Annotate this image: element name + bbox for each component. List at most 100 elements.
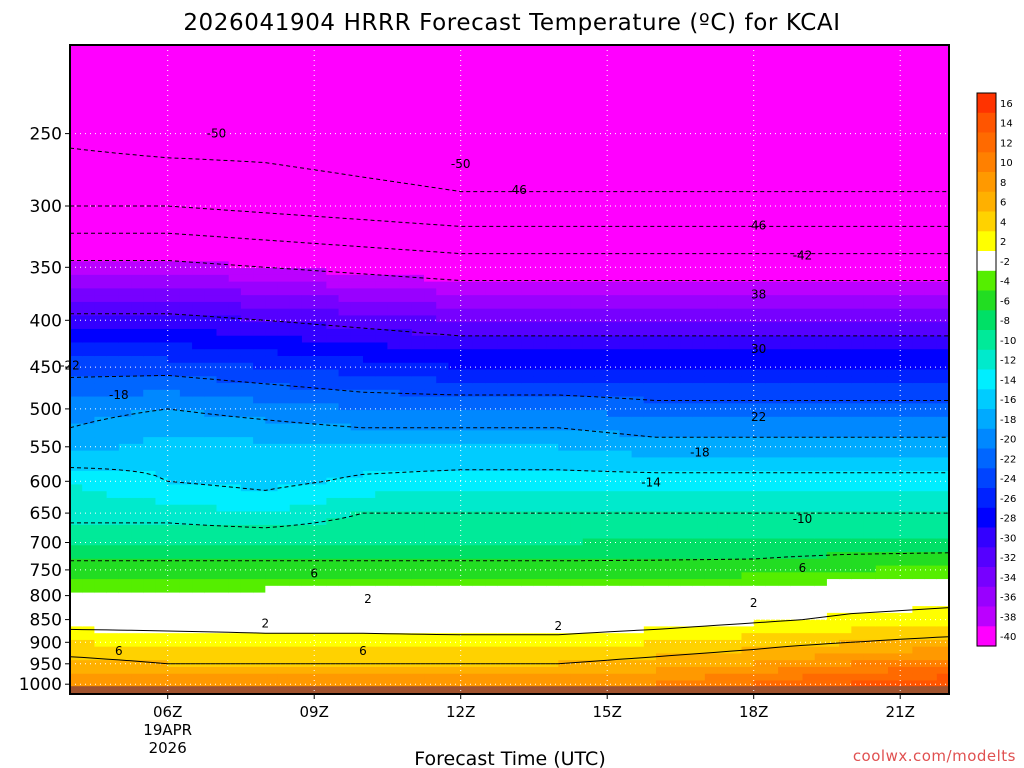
- field-cell: [521, 92, 535, 100]
- field-cell: [265, 166, 279, 175]
- field-cell: [216, 653, 230, 661]
- field-cell: [82, 220, 96, 229]
- field-cell: [619, 376, 633, 384]
- field-cell: [253, 186, 266, 195]
- field-cell: [582, 504, 596, 513]
- field-cell: [216, 673, 230, 682]
- field-cell: [436, 288, 450, 296]
- field-cell: [448, 234, 462, 242]
- field-cell: [82, 497, 96, 506]
- field-cell: [204, 572, 218, 580]
- field-cell: [240, 497, 254, 506]
- field-cell: [399, 51, 413, 60]
- field-cell: [253, 416, 266, 425]
- field-cell: [350, 443, 364, 452]
- field-cell: [106, 592, 120, 600]
- field-cell: [485, 261, 498, 269]
- field-cell: [607, 214, 620, 222]
- field-cell: [448, 220, 462, 229]
- field-cell: [363, 58, 376, 66]
- field-cell: [167, 355, 181, 364]
- field-cell: [533, 626, 547, 634]
- field-cell: [131, 558, 144, 567]
- field-cell: [399, 58, 413, 66]
- field-cell: [424, 234, 437, 242]
- field-cell: [301, 335, 315, 344]
- field-cell: [680, 220, 694, 229]
- field-cell: [301, 504, 315, 513]
- field-cell: [631, 646, 645, 655]
- field-cell: [106, 396, 120, 404]
- field-cell: [533, 200, 547, 208]
- field-cell: [570, 301, 584, 310]
- field-cell: [265, 491, 279, 499]
- field-cell: [192, 139, 205, 148]
- field-cell: [643, 51, 657, 60]
- field-cell: [399, 443, 413, 452]
- field-cell: [94, 646, 108, 655]
- field-cell: [643, 416, 657, 425]
- field-cell: [399, 626, 413, 634]
- field-cell: [546, 572, 559, 580]
- field-cell: [253, 572, 266, 580]
- field-cell: [70, 180, 83, 188]
- field-cell: [143, 274, 157, 283]
- field-cell: [289, 369, 303, 377]
- field-cell: [424, 558, 437, 567]
- field-cell: [155, 241, 169, 249]
- field-cell: [240, 443, 254, 452]
- field-cell: [375, 335, 389, 344]
- field-cell: [204, 599, 218, 607]
- field-cell: [363, 403, 376, 411]
- field-cell: [301, 511, 315, 519]
- field-cell: [301, 268, 315, 276]
- field-cell: [594, 504, 608, 513]
- field-cell: [363, 186, 376, 195]
- field-cell: [680, 470, 694, 479]
- field-cell: [326, 72, 340, 80]
- field-cell: [680, 552, 694, 560]
- field-cell: [680, 450, 694, 458]
- field-cell: [558, 612, 572, 621]
- field-cell: [106, 518, 120, 526]
- field-cell: [289, 247, 303, 256]
- field-cell: [82, 599, 96, 607]
- field-cell: [314, 396, 327, 404]
- field-cell: [155, 484, 169, 492]
- field-cell: [424, 504, 437, 513]
- field-cell: [472, 403, 486, 411]
- field-cell: [558, 484, 572, 492]
- field-cell: [411, 166, 425, 175]
- field-cell: [424, 72, 437, 80]
- field-cell: [228, 315, 242, 323]
- field-cell: [326, 173, 340, 181]
- field-cell: [179, 558, 193, 567]
- field-cell: [204, 511, 218, 519]
- field-cell: [448, 328, 462, 337]
- field-cell: [448, 369, 462, 377]
- field-cell: [485, 328, 498, 337]
- field-cell: [82, 484, 96, 492]
- field-cell: [192, 85, 205, 93]
- field-cell: [289, 599, 303, 607]
- field-cell: [192, 524, 205, 533]
- field-cell: [155, 355, 169, 364]
- field-cell: [192, 119, 205, 127]
- field-cell: [240, 274, 254, 283]
- field-cell: [143, 295, 157, 303]
- field-cell: [143, 666, 157, 675]
- field-cell: [155, 288, 169, 296]
- field-cell: [680, 132, 694, 141]
- field-cell: [643, 92, 657, 100]
- field-cell: [143, 166, 157, 175]
- field-cell: [399, 315, 413, 323]
- field-cell: [94, 220, 108, 229]
- field-cell: [668, 572, 682, 580]
- field-cell: [143, 518, 157, 526]
- field-cell: [94, 281, 108, 289]
- field-cell: [265, 214, 279, 222]
- field-cell: [70, 416, 83, 425]
- field-cell: [277, 322, 291, 330]
- field-cell: [497, 281, 511, 289]
- field-cell: [448, 180, 462, 188]
